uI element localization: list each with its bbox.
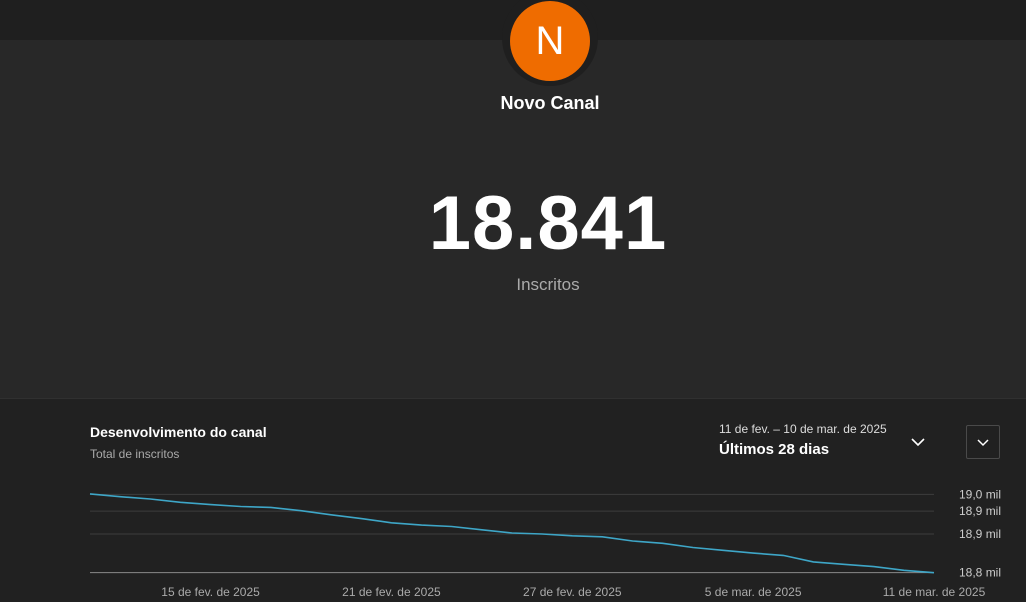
x-tick-label: 21 de fev. de 2025 [342,585,441,599]
x-tick-label: 15 de fev. de 2025 [161,585,260,599]
y-tick-label: 18,9 mil [959,504,1001,518]
x-tick-label: 11 de mar. de 2025 [883,585,986,599]
y-tick-label: 19,0 mil [959,487,1001,501]
series-line [90,494,934,573]
x-tick-label: 27 de fev. de 2025 [523,585,622,599]
y-tick-label: 18,9 mil [959,527,1001,541]
y-tick-label: 18,8 mil [959,566,1001,580]
x-tick-label: 5 de mar. de 2025 [705,585,802,599]
